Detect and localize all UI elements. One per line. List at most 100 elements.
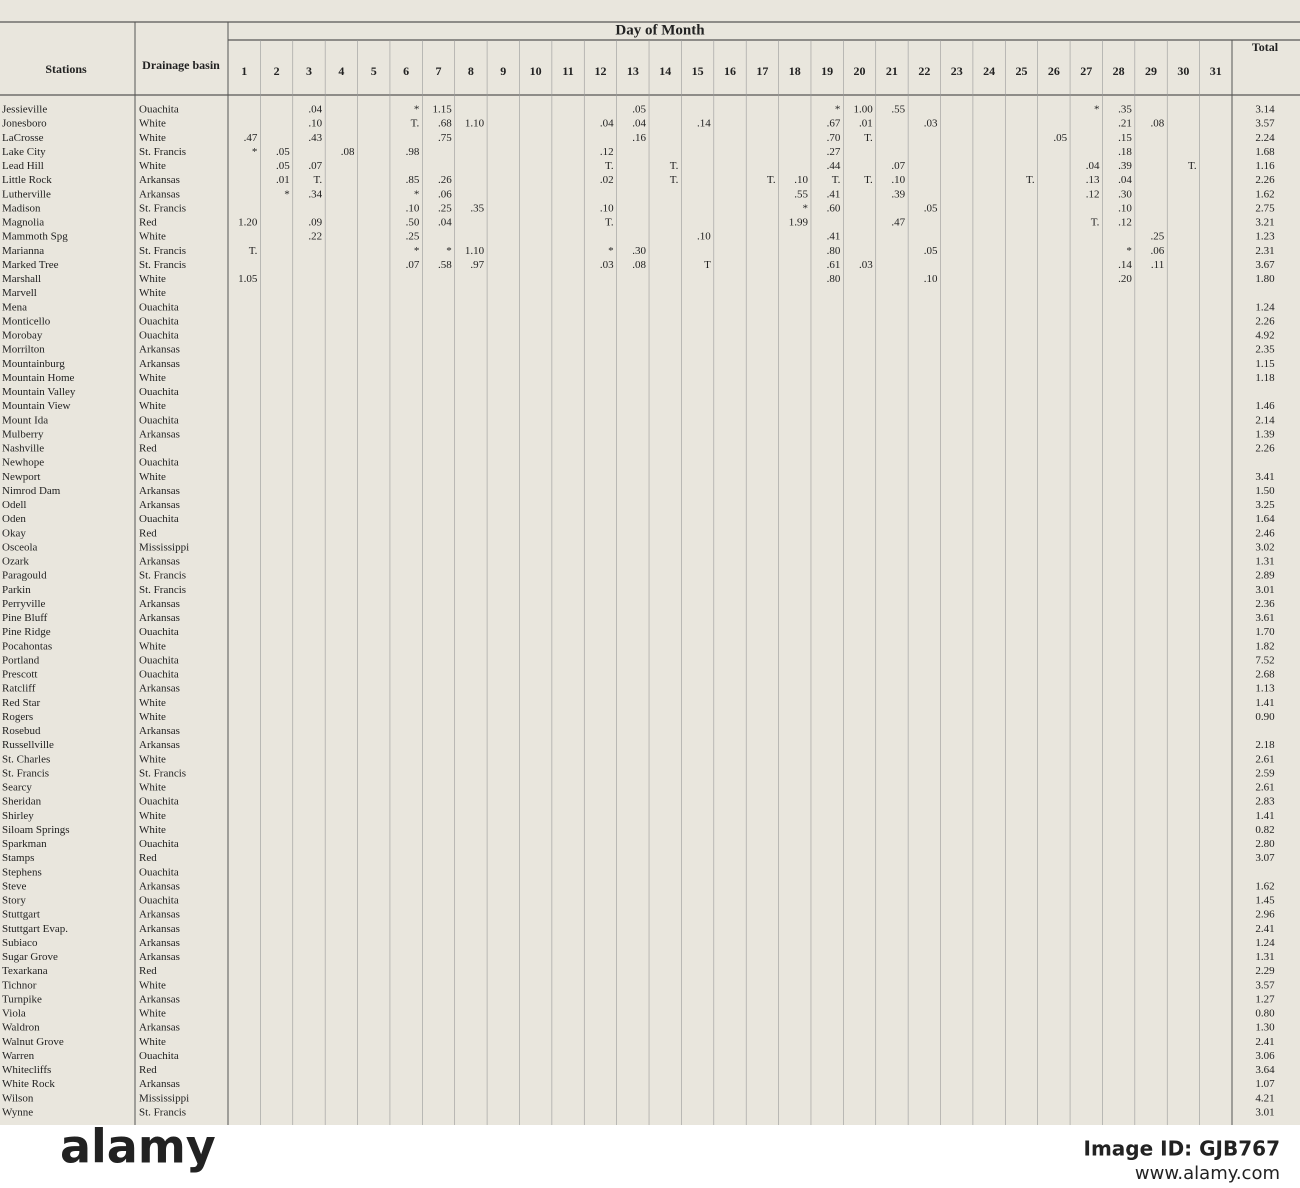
reading: .70 (827, 132, 841, 144)
station: Whitecliffs (2, 1064, 51, 1076)
day-number: 2 (274, 64, 280, 78)
reading: .07 (891, 160, 905, 172)
total: 2.46 (1255, 527, 1275, 539)
reading: .01 (276, 174, 290, 186)
station: Russellville (2, 739, 54, 751)
station: Morrilton (2, 344, 45, 356)
basin: Red (139, 852, 157, 864)
total: 2.96 (1255, 909, 1275, 921)
station: Stuttgart (2, 909, 40, 921)
station: Rogers (2, 711, 33, 723)
total: 1.24 (1255, 301, 1275, 313)
reading: T. (1091, 217, 1100, 229)
station: Oden (2, 513, 26, 525)
total: 1.70 (1255, 626, 1275, 638)
total: 1.68 (1255, 146, 1275, 158)
station: Ozark (2, 556, 29, 568)
total: 0.82 (1255, 824, 1274, 836)
reading: .61 (827, 259, 841, 271)
station: Searcy (2, 782, 32, 794)
total: 1.80 (1255, 273, 1275, 285)
total: 1.50 (1255, 485, 1275, 497)
total: 2.59 (1255, 767, 1275, 779)
basin: St. Francis (139, 146, 186, 158)
reading: .67 (827, 118, 841, 130)
reading: T (704, 259, 711, 271)
reading: * (802, 202, 808, 214)
stations-heading: Stations (45, 62, 87, 76)
reading: .25 (438, 202, 452, 214)
basin: White (139, 782, 166, 794)
total: 2.26 (1255, 315, 1275, 327)
total: 1.46 (1255, 400, 1275, 412)
reading: .11 (1151, 259, 1164, 271)
reading: 1.10 (465, 245, 485, 257)
day-number: 24 (983, 64, 995, 78)
station: Magnolia (2, 217, 44, 229)
reading: .25 (406, 231, 420, 243)
total: 1.13 (1255, 683, 1275, 695)
reading: T. (1026, 174, 1035, 186)
station: Prescott (2, 669, 37, 681)
reading: T. (864, 132, 873, 144)
reading: .55 (794, 188, 808, 200)
day-number: 3 (306, 64, 312, 78)
station: Pine Ridge (2, 626, 51, 638)
day-number: 26 (1048, 64, 1060, 78)
total: 3.21 (1255, 217, 1274, 229)
total: 2.68 (1255, 669, 1275, 681)
basin: Mississippi (139, 541, 189, 553)
day-number: 12 (594, 64, 606, 78)
reading: * (835, 104, 841, 116)
reading: 1.10 (465, 118, 485, 130)
day-number: 20 (854, 64, 866, 78)
reading: .05 (276, 146, 290, 158)
day-number: 17 (756, 64, 768, 78)
basin: Ouachita (139, 866, 179, 878)
day-heading: Day of Month (615, 22, 705, 38)
day-number: 31 (1210, 64, 1222, 78)
basin: Ouachita (139, 796, 179, 808)
total: 3.57 (1255, 979, 1275, 991)
reading: * (608, 245, 614, 257)
basin: Arkansas (139, 909, 180, 921)
reading: .05 (924, 202, 938, 214)
station: Mammoth Spg (2, 231, 68, 243)
reading: T. (1188, 160, 1197, 172)
basin: Arkansas (139, 683, 180, 695)
brand: alamy (60, 1120, 216, 1174)
basin: St. Francis (139, 1106, 186, 1118)
reading: T. (864, 174, 873, 186)
total: 2.14 (1255, 414, 1275, 426)
reading: 1.05 (238, 273, 258, 285)
basin: Ouachita (139, 895, 179, 907)
basin: St. Francis (139, 259, 186, 271)
reading: .22 (308, 231, 322, 243)
reading: .35 (470, 202, 484, 214)
reading: .41 (827, 188, 841, 200)
station: Walnut Grove (2, 1036, 64, 1048)
total: 3.01 (1255, 1106, 1274, 1118)
day-number: 14 (659, 64, 671, 78)
day-number: 16 (724, 64, 736, 78)
reading: 1.20 (238, 217, 258, 229)
station: Paragould (2, 570, 47, 582)
reading: .08 (632, 259, 646, 271)
total: 3.67 (1255, 259, 1275, 271)
basin: Arkansas (139, 993, 180, 1005)
station: Mountain Home (2, 372, 75, 384)
station: St. Charles (2, 753, 50, 765)
basin: White (139, 979, 166, 991)
basin: Ouachita (139, 654, 179, 666)
total: 3.64 (1255, 1064, 1275, 1076)
reading: .04 (1118, 174, 1132, 186)
station: Lutherville (2, 188, 51, 200)
reading: .10 (308, 118, 322, 130)
station: Jessieville (2, 104, 47, 116)
reading: .03 (859, 259, 873, 271)
total: 3.01 (1255, 584, 1274, 596)
station: Morobay (2, 330, 43, 342)
station: Wilson (2, 1092, 34, 1104)
station: Shirley (2, 810, 34, 822)
